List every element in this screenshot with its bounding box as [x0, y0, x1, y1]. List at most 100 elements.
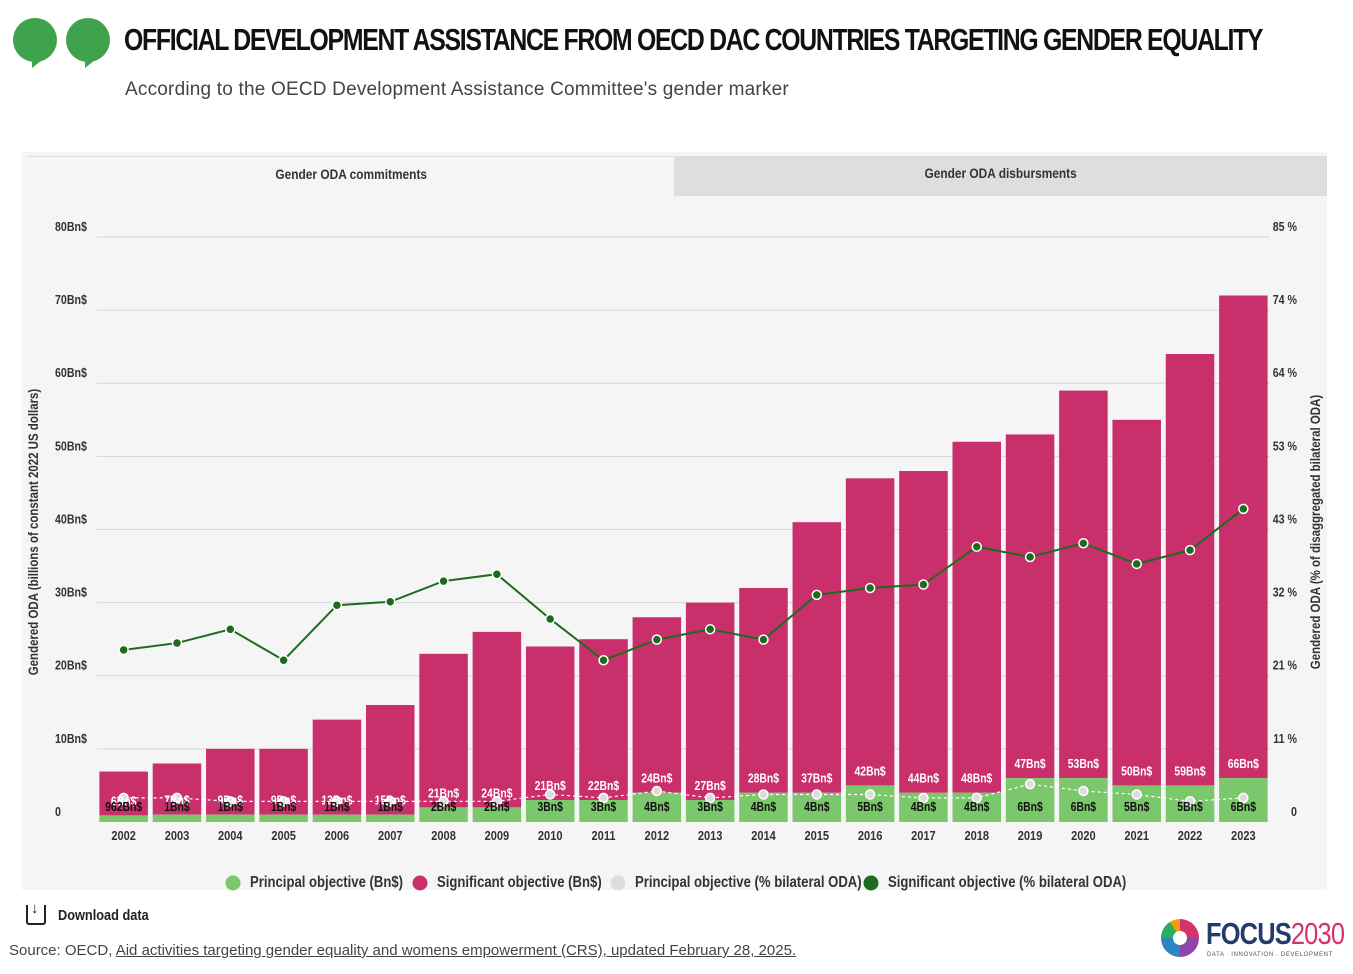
bar-principal: [152, 814, 202, 822]
x-tick-label: 2005: [271, 828, 296, 843]
bar-significant: [152, 763, 202, 815]
point-principal-pct: [864, 789, 876, 800]
left-tick-label: 70Bn$: [55, 292, 87, 307]
point-principal-pct: [1024, 778, 1036, 790]
line-significant-pct: [123, 508, 1244, 662]
bar-significant: [1165, 354, 1215, 786]
label-significant: 9Bn$: [271, 794, 297, 808]
label-significant: 50Bn$: [1121, 764, 1153, 778]
point-significant-pct: [758, 634, 769, 645]
x-tick-label: 2006: [325, 828, 350, 843]
label-significant: 28Bn$: [748, 772, 780, 786]
left-tick-label: 20Bn$: [55, 658, 87, 673]
point-principal-pct: [225, 796, 236, 807]
bar-significant: [579, 639, 628, 801]
label-significant: 15Bn$: [375, 794, 407, 808]
bar-significant: [419, 653, 468, 808]
point-significant-pct: [225, 624, 236, 635]
label-significant: 53Bn$: [1068, 757, 1100, 771]
label-significant: 21Bn$: [535, 779, 567, 793]
x-tick-label: 2008: [431, 828, 456, 843]
point-principal-pct: [971, 792, 982, 804]
point-significant-pct: [1078, 538, 1089, 549]
download-data-button[interactable]: Download data: [26, 900, 165, 925]
point-significant-pct: [331, 599, 343, 611]
label-principal: 6Bn$: [1231, 800, 1257, 814]
bar-principal: [365, 814, 415, 822]
bar-significant: [1005, 434, 1055, 779]
left-tick-label: 0: [55, 804, 61, 819]
axes: 0 10Bn$ 20Bn$ 30Bn$ 40Bn$ 50Bn$ 60Bn$ 70Bn$ 80Bn…: [25, 219, 1323, 843]
point-significant-pct: [491, 568, 503, 580]
point-principal-pct: [811, 789, 823, 800]
bar-significant: [525, 646, 575, 801]
x-tick-label: 2012: [645, 828, 670, 843]
x-tick-label: 2016: [858, 828, 883, 843]
label-significant: 27Bn$: [695, 779, 727, 793]
tab-disbursements[interactable]: Gender ODA disbursments: [924, 165, 1077, 181]
bar-principal: [206, 814, 255, 822]
left-tick-label: 50Bn$: [55, 438, 87, 453]
label-principal: 4Bn$: [751, 800, 777, 814]
left-tick-label: 10Bn$: [55, 731, 87, 746]
chart-svg: 6Bn$962Bn$ 7Bn$1Bn$ 9Bn$1Bn$ 9Bn$1Bn$ 13Bn$1…: [25, 219, 1323, 891]
legend-swatch: [412, 875, 428, 891]
page-title: OFFICIAL DEVELOPMENT ASSISTANCE FROM OEC…: [124, 22, 1263, 57]
legend-label: Principal objective (Bn$): [250, 874, 403, 891]
left-tick-label: 80Bn$: [55, 219, 87, 234]
series-lines: [118, 503, 1249, 807]
right-tick-label: 43 %: [1273, 511, 1298, 526]
download-icon: [26, 900, 46, 925]
point-principal-pct: [1238, 792, 1249, 804]
source-note: Source: OECD, Aid activities targeting g…: [9, 942, 797, 959]
point-significant-pct: [1131, 558, 1142, 570]
x-tick-label: 2013: [698, 828, 723, 843]
point-principal-pct: [651, 785, 663, 797]
label-significant: 6Bn$: [111, 794, 137, 808]
point-principal-pct: [1078, 785, 1089, 797]
legend: Principal objective (Bn$) Significant obj…: [225, 874, 1126, 891]
label-significant: 24Bn$: [481, 786, 513, 800]
right-tick-label: 53 %: [1273, 438, 1298, 453]
point-significant-pct: [118, 644, 129, 656]
x-tick-label: 2021: [1124, 828, 1149, 843]
legend-swatch: [863, 875, 879, 891]
tab-commitments[interactable]: Gender ODA commitments: [28, 156, 674, 197]
point-significant-pct: [704, 624, 716, 635]
page-subtitle: According to the OECD Development Assist…: [125, 79, 789, 100]
label-principal: 4Bn$: [911, 800, 937, 814]
label-significant: 42Bn$: [855, 764, 887, 778]
point-significant-pct: [278, 655, 289, 666]
point-significant-pct: [385, 596, 396, 608]
right-tick-label: 0: [1291, 804, 1297, 819]
label-significant: 59Bn$: [1174, 764, 1206, 778]
left-tick-label: 40Bn$: [55, 511, 87, 526]
bar-significant: [472, 631, 522, 808]
label-principal: 4Bn$: [804, 800, 830, 814]
x-tick-label: 2011: [592, 828, 616, 843]
source-link[interactable]: Aid activities targeting gender equality…: [115, 942, 797, 959]
point-significant-pct: [544, 613, 556, 625]
x-tick-label: 2010: [538, 828, 563, 843]
point-significant-pct: [1024, 551, 1036, 563]
bar-significant: [845, 478, 895, 786]
legend-label: Principal objective (% bilateral ODA): [635, 874, 862, 891]
x-tick-label: 2019: [1018, 828, 1043, 843]
label-principal: 1Bn$: [271, 800, 297, 814]
label-principal: 3Bn$: [697, 800, 723, 814]
bars: [99, 295, 1268, 822]
bar-principal: [99, 815, 148, 822]
label-principal: 5Bn$: [1124, 800, 1150, 814]
x-tick-label: 2015: [805, 828, 830, 843]
bar-principal: [312, 814, 362, 822]
x-tick-label: 2018: [964, 828, 989, 843]
point-significant-pct: [598, 655, 609, 666]
focus2030-aperture-icon: [1161, 919, 1199, 957]
right-tick-label: 64 %: [1273, 365, 1298, 380]
bar-principal: [525, 800, 575, 822]
label-principal: 2Bn$: [431, 800, 457, 814]
legend-label: Significant objective (Bn$): [437, 874, 602, 891]
label-significant: 13Bn$: [321, 794, 353, 808]
label-significant: 7Bn$: [164, 794, 190, 808]
point-significant-pct: [1238, 503, 1249, 515]
